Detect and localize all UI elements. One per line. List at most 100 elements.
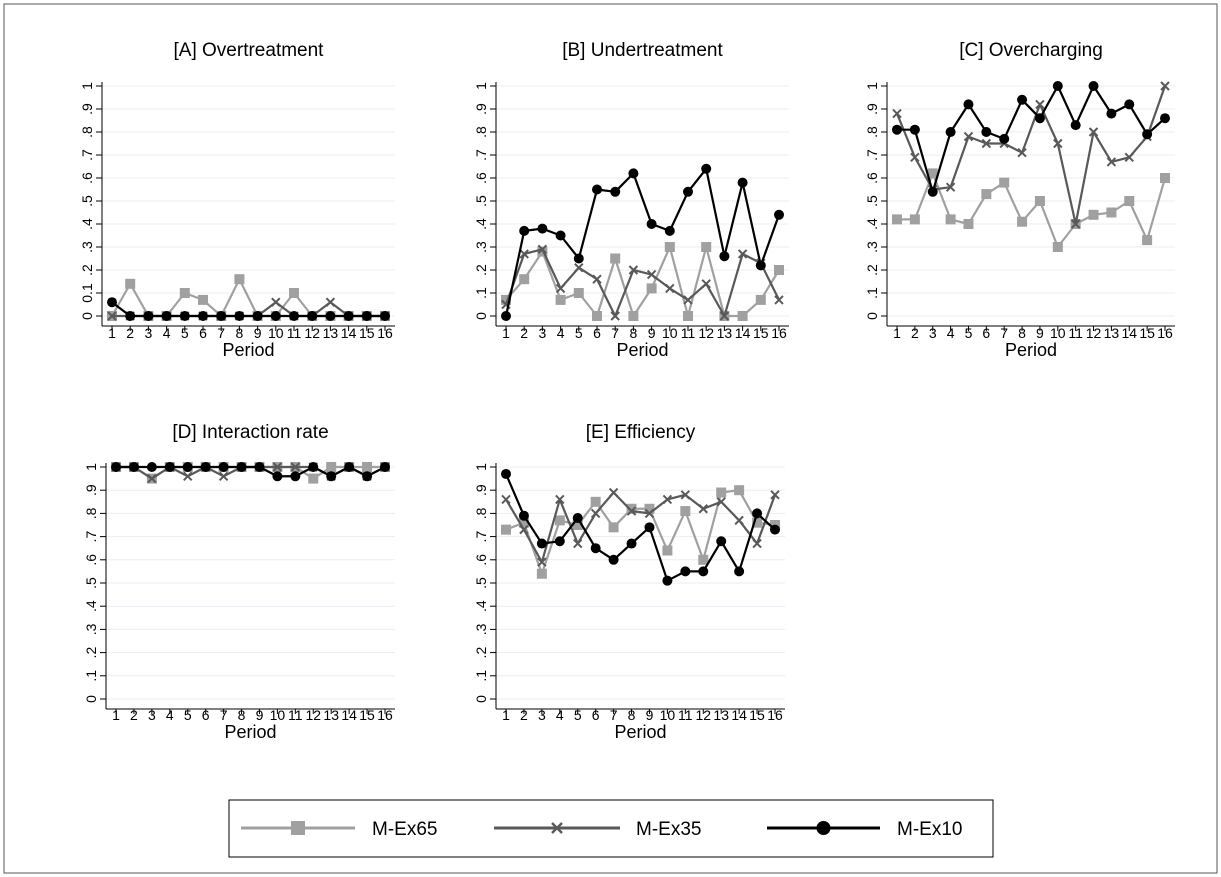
x-tick-label: 16 [377,325,393,341]
x-tick-label: 12 [305,707,321,723]
data-point [128,462,139,472]
data-point [234,311,245,321]
x-tick-label: 9 [648,325,656,341]
data-point [111,462,121,472]
x-tick-label: 5 [574,707,582,723]
data-point [608,554,619,565]
data-point [501,524,511,535]
x-tick-label: 9 [1036,325,1044,341]
series-m-ex10 [892,81,1170,197]
x-tick-label: 5 [184,707,192,723]
data-point [927,186,938,197]
data-point [628,311,639,321]
x-tick-label: 7 [1000,325,1008,341]
data-point [909,124,920,135]
data-point [326,462,337,472]
data-point [963,131,974,142]
data-point [698,566,709,577]
data-point [701,279,711,289]
series-line [505,491,777,564]
data-point [892,108,902,119]
data-point [1035,99,1045,110]
y-tick-label: .3 [79,241,95,253]
x-tick-label: 14 [735,325,751,341]
x-tick-label: 4 [163,325,171,341]
x-axis-label: Period [1005,340,1057,360]
x-tick-label: 8 [628,707,636,723]
x-tick-label: 11 [287,325,302,341]
y-tick-label: .8 [473,507,489,519]
x-axis-label: Period [614,722,666,742]
y-tick-label: 0 [473,695,489,703]
y-tick-label: .6 [79,172,95,184]
data-point [698,504,708,514]
data-point [680,566,691,577]
data-point [945,182,956,192]
x-axis-label: Period [222,340,274,360]
legend-entry-m-ex35: M-Ex35 [494,819,701,840]
x-axis-label: Period [224,722,276,742]
data-point [1160,173,1170,183]
y-tick-label: .9 [83,484,99,496]
x-tick-label: 3 [148,707,156,723]
data-point [380,311,390,321]
series-line [504,473,776,582]
data-point [501,294,511,305]
y-tick-label: .5 [473,195,489,207]
data-point [1124,99,1135,110]
data-point [981,138,992,149]
data-point [344,462,355,472]
data-point [752,517,763,528]
data-point [590,543,601,554]
data-point [272,471,283,482]
legend-marker [816,821,831,835]
data-point [572,513,583,524]
y-tick-label: .2 [864,264,880,276]
y-tick-label: .9 [473,103,489,115]
data-point [646,219,657,229]
x-tick-label: 11 [288,707,303,723]
data-point [107,311,117,321]
x-tick-label: 10 [268,325,284,341]
legend-marker [551,822,563,834]
data-point [146,462,157,472]
x-tick-label: 2 [126,325,134,341]
data-point [755,294,766,305]
y-tick-label: 0 [473,312,489,320]
data-point [1142,235,1153,246]
y-tick-label: .1 [473,670,489,682]
data-point [574,262,584,273]
y-tick-label: .5 [473,577,489,589]
data-point [326,471,337,482]
data-point [147,473,157,484]
x-tick-label: 9 [256,707,264,723]
series-m-ex65 [892,168,1170,252]
series-m-ex10 [107,297,390,321]
data-point [289,311,299,321]
x-tick-label: 3 [929,325,937,341]
data-point [271,297,281,307]
data-point [644,503,655,514]
x-tick-label: 10 [660,707,676,723]
data-point [626,503,637,514]
data-point [183,471,193,481]
data-point [683,311,693,321]
data-point [664,225,675,236]
legend-marker [291,821,305,835]
panel-title: [B] Undertreatment [562,40,723,61]
y-tick-label: 1 [473,82,489,90]
data-point [519,524,529,535]
data-point [608,522,619,533]
data-point [737,249,748,259]
data-point [555,230,566,241]
data-point [770,524,780,535]
x-tick-label: 14 [341,325,357,341]
data-point [1106,108,1117,119]
x-tick-label: 15 [359,325,375,341]
data-point [572,520,583,530]
x-tick-label: 1 [502,325,510,341]
x-tick-label: 3 [538,707,546,723]
series-line [505,489,776,575]
